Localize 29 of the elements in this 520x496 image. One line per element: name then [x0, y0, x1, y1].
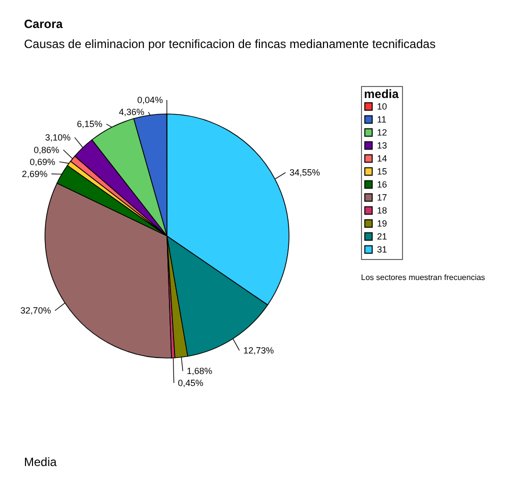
- legend-label: 11: [377, 114, 386, 124]
- data-label: 32,70%: [20, 306, 51, 316]
- data-label: 2,69%: [22, 168, 48, 179]
- legend-label: 16: [377, 180, 388, 190]
- legend-label: 10: [377, 102, 388, 112]
- legend-label: 18: [377, 206, 388, 216]
- text: Media: [24, 455, 58, 469]
- data-label: 6,15%: [76, 119, 102, 129]
- data-label: 1,68%: [186, 366, 212, 376]
- legend-label: 12: [377, 128, 388, 138]
- legend-label: 15: [377, 166, 388, 176]
- data-label: 3,10%: [45, 132, 71, 142]
- legend-label: 19: [377, 218, 388, 228]
- data-label: 34,55%: [290, 168, 320, 178]
- data-label: 0,69%: [30, 156, 56, 167]
- data-label: 0,45%: [178, 378, 204, 388]
- legend-label: 14: [377, 154, 388, 164]
- data-label: 4,36%: [118, 107, 144, 117]
- data-label: 0,86%: [34, 144, 60, 155]
- data-label: 0,04%: [137, 95, 163, 105]
- chart-subtitle: Causas de eliminacion por tecnificacion de fincas medianamente tecnificadas: [24, 37, 436, 51]
- legend-label: 31: [377, 244, 388, 254]
- legend-label: 21: [377, 232, 388, 242]
- text: Los sectores muestran frecuencias: [361, 273, 486, 282]
- data-label: 12,73%: [243, 345, 274, 356]
- legend-label: 13: [377, 140, 388, 150]
- legend-title: media: [364, 87, 400, 101]
- chart-title: Carora: [24, 17, 64, 31]
- legend-label: 17: [377, 192, 388, 202]
